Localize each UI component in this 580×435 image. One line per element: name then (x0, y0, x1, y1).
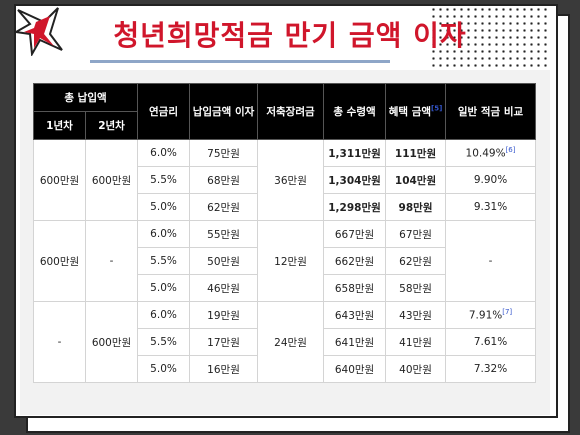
benefit-footnote-link[interactable]: [5] (431, 104, 443, 113)
cell-year1: 600만원 (33, 139, 86, 221)
cell-rate: 5.0% (137, 355, 191, 383)
cell-total: 658만원 (323, 274, 387, 302)
cell-interest: 55만원 (189, 220, 259, 248)
header-year2: 2년차 (84, 111, 139, 140)
cell-rate: 5.5% (137, 328, 191, 356)
cell-benefit: 67만원 (385, 220, 447, 248)
table-row: 600만원 - 6.0% 55만원 12만원 667만원 67만원 - (33, 220, 537, 302)
cell-total: 1,298만원 (323, 193, 387, 221)
header-interest: 납입금액 이자 (189, 83, 259, 140)
cell-total: 640만원 (323, 355, 387, 383)
cell-interest: 17만원 (189, 328, 259, 356)
page-title: 청년희망적금 만기 금액 이자 (113, 19, 467, 52)
cell-benefit: 111만원 (385, 139, 447, 167)
table-row: 5.0% 46만원 658만원 58만원 (34, 274, 536, 302)
cell-interest: 46만원 (189, 274, 259, 302)
cell-year2: - (84, 220, 139, 302)
cell-year1: - (33, 301, 86, 383)
cell-interest: 68만원 (189, 166, 259, 194)
header-benefit: 혜택 금액[5] (385, 83, 447, 140)
cell-compare: - (445, 220, 537, 302)
table-row: - 600만원 6.0% 19만원 24만원 643만원 43만원 7.91%[… (33, 301, 537, 383)
header-row: 총 납입액 연금리 납입금액 이자 저축장려금 총 수령액 혜택 금액[5] 일… (32, 83, 537, 140)
cell-benefit: 58만원 (385, 274, 447, 302)
header-rate: 연금리 (137, 83, 191, 140)
cell-interest: 50만원 (189, 247, 259, 275)
table-row: 5.5% 50만원 662만원 62만원 (34, 247, 536, 275)
compare-footnote-link[interactable]: [7] (502, 308, 513, 317)
table-row: 5.0% 62만원 1,298만원 98만원 9.31% (34, 193, 537, 221)
header-total-payment: 총 납입액 (32, 83, 139, 112)
cell-benefit: 41만원 (385, 328, 447, 356)
cell-bonus: 24만원 (257, 301, 325, 383)
title-underline (90, 60, 390, 63)
compare-value: 10.49% (465, 147, 506, 160)
header-year1: 1년차 (33, 111, 86, 140)
cell-year1: 600만원 (33, 220, 86, 302)
cell-compare: 10.49%[6] (445, 139, 537, 167)
compare-footnote-link[interactable]: [6] (505, 146, 516, 155)
cell-interest: 19만원 (189, 301, 259, 329)
header-total-receive: 총 수령액 (323, 83, 387, 140)
cell-rate: 5.0% (137, 193, 191, 221)
cell-interest: 16만원 (189, 355, 259, 383)
cell-total: 667만원 (323, 220, 387, 248)
table-row: 5.5% 17만원 641만원 41만원 7.61% (34, 328, 537, 356)
header-compare: 일반 적금 비교 (445, 83, 537, 140)
table-row: 600만원 600만원 6.0% 75만원 36만원 1,311만원 111만원… (33, 139, 537, 221)
table-row: 5.0% 16만원 640만원 40만원 7.32% (34, 355, 537, 383)
cell-rate: 6.0% (137, 139, 191, 167)
cell-benefit: 40만원 (385, 355, 447, 383)
cell-total: 1,311만원 (323, 139, 387, 167)
cell-compare: 9.90% (445, 166, 537, 194)
cell-total: 662만원 (323, 247, 387, 275)
cell-compare: 7.32% (445, 355, 537, 383)
cell-total: 643만원 (323, 301, 387, 329)
cell-benefit: 98만원 (385, 193, 447, 221)
header-benefit-label: 혜택 금액 (388, 106, 432, 118)
cell-rate: 5.5% (137, 247, 191, 275)
table-row: 5.5% 68만원 1,304만원 104만원 9.90% (34, 166, 537, 194)
cell-interest: 75만원 (189, 139, 259, 167)
cell-compare: 7.91%[7] (445, 301, 537, 329)
cell-rate: 5.5% (137, 166, 191, 194)
cell-interest: 62만원 (189, 193, 259, 221)
cell-total: 1,304만원 (323, 166, 387, 194)
burst-decoration-icon (14, 7, 63, 56)
compare-value: 7.91% (468, 309, 503, 322)
cell-bonus: 36만원 (257, 139, 325, 221)
cell-rate: 5.0% (137, 274, 191, 302)
cell-rate: 6.0% (137, 301, 191, 329)
cell-rate: 6.0% (137, 220, 191, 248)
cell-compare: 9.31% (445, 193, 537, 221)
cell-year2: 600만원 (84, 139, 139, 221)
cell-compare: 7.61% (445, 328, 537, 356)
cell-year2: 600만원 (84, 301, 139, 383)
header-bonus: 저축장려금 (257, 83, 325, 140)
savings-table: 총 납입액 연금리 납입금액 이자 저축장려금 총 수령액 혜택 금액[5] 일… (32, 83, 537, 383)
cell-bonus: 12만원 (257, 220, 325, 302)
cell-benefit: 43만원 (385, 301, 447, 329)
cell-total: 641만원 (323, 328, 387, 356)
cell-benefit: 62만원 (385, 247, 447, 275)
cell-benefit: 104만원 (385, 166, 447, 194)
